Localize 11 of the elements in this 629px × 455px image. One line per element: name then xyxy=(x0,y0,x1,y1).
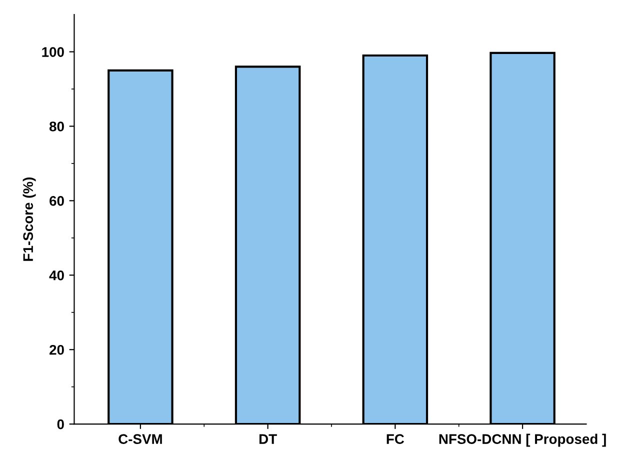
y-tick-label: 0 xyxy=(57,419,64,430)
y-axis-title: F1-Score (%) xyxy=(22,178,36,261)
y-tick-label: 60 xyxy=(50,196,64,206)
x-tick-label: C-SVM xyxy=(118,434,162,444)
x-tick-label: DT xyxy=(259,434,277,444)
y-tick-label: 80 xyxy=(49,122,64,132)
y-tick-label: 40 xyxy=(49,270,64,280)
x-tick-label: FC xyxy=(386,434,404,444)
x-tick-label: NFSO-DCNN [ Proposed ] xyxy=(439,434,606,447)
y-tick-label: 20 xyxy=(50,344,64,355)
y-tick-label: 100 xyxy=(42,47,64,57)
